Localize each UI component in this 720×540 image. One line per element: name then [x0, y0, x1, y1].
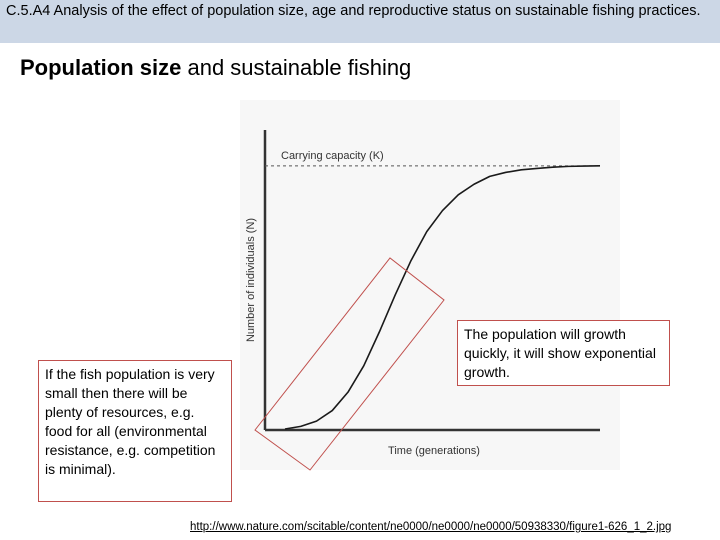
callout-exponential-growth: The population will growth quickly, it w…: [457, 320, 670, 386]
slide-title: Population size and sustainable fishing: [20, 54, 411, 82]
header-text: C.5.A4 Analysis of the effect of populat…: [6, 3, 701, 19]
x-axis-label: Time (generations): [388, 445, 480, 457]
callout-left-text: If the fish population is very small the…: [45, 366, 216, 477]
y-axis-label: Number of individuals (N): [245, 218, 257, 342]
carrying-capacity-label: Carrying capacity (K): [281, 150, 384, 162]
chart-panel: Carrying capacity (K) Time (generations) N…: [240, 100, 620, 470]
header-bar: C.5.A4 Analysis of the effect of populat…: [0, 0, 720, 43]
logistic-curve-series-0: [284, 165, 601, 430]
callout-right-text: The population will growth quickly, it w…: [464, 326, 656, 380]
callout-small-population: If the fish population is very small the…: [38, 360, 232, 502]
slide-title-bold: Population size: [20, 55, 182, 80]
source-link[interactable]: http://www.nature.com/scitable/content/n…: [190, 521, 672, 533]
slide-title-rest: and sustainable fishing: [181, 55, 412, 80]
logistic-growth-chart: Carrying capacity (K) Time (generations) N…: [245, 130, 601, 457]
